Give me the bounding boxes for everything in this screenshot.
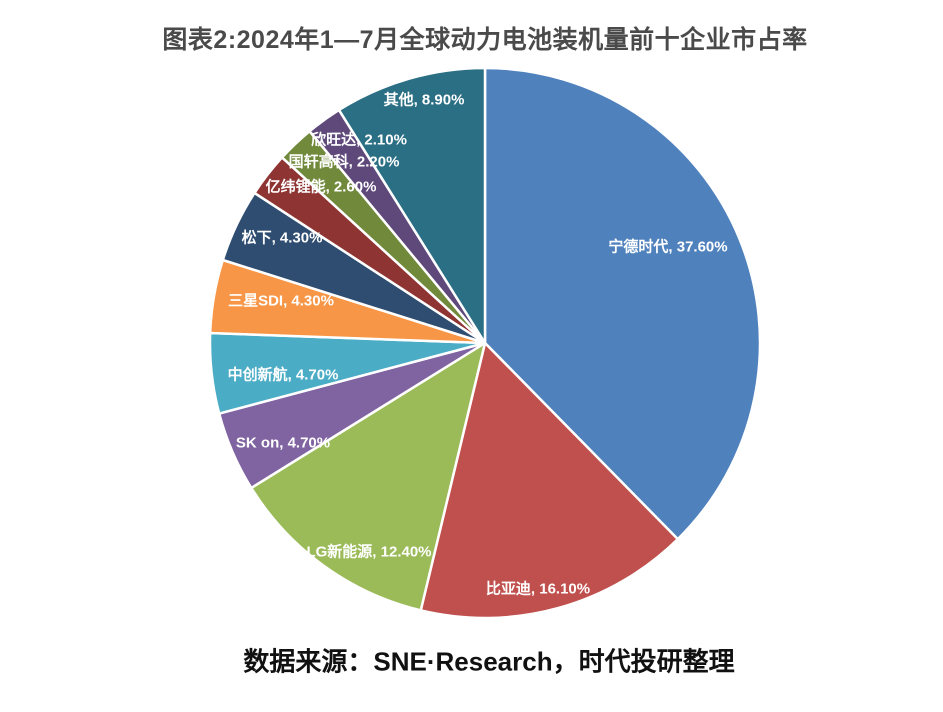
pie-slice-11: [337, 66, 487, 345]
chart-title: 图表2:2024年1—7月全球动力电池装机量前十企业市占率: [162, 26, 808, 54]
pie-slice-3: [250, 341, 487, 612]
source-note: 数据来源：SNE·Research，时代投研整理: [243, 646, 735, 677]
pie-slice-1: [483, 66, 762, 541]
pie-slice-2: [419, 341, 680, 620]
